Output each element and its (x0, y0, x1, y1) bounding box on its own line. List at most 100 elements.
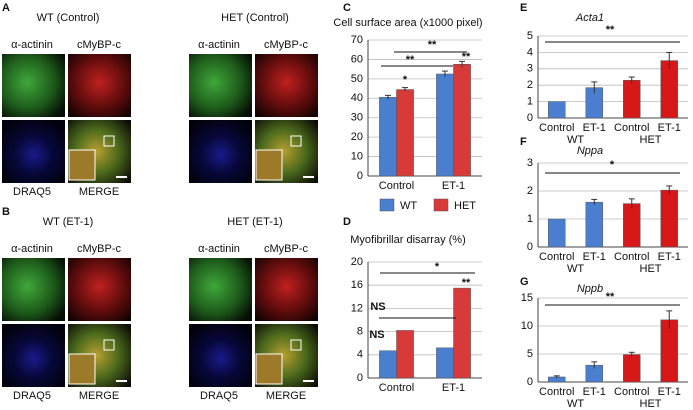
micrograph (68, 54, 131, 117)
bar (548, 218, 566, 248)
micrograph (2, 324, 65, 387)
x-tick-label: Control (379, 180, 414, 192)
y-tick-label: 3 (527, 63, 533, 75)
image-label: DRAQ5 (13, 186, 51, 198)
y-tick-label: 0 (357, 170, 363, 182)
inset-box (290, 135, 302, 147)
x-tick-label: ET-1 (442, 382, 465, 394)
micrograph (189, 258, 252, 321)
y-tick-label: 0 (527, 112, 533, 124)
y-tick-label: 2 (527, 79, 533, 91)
inset (255, 149, 283, 181)
image-group-title: HET (ET-1) (227, 216, 282, 228)
annotation: * (435, 261, 440, 273)
chart-title: Nppa (577, 145, 603, 157)
annotation: ** (428, 39, 437, 51)
y-tick-label: 2 (527, 185, 533, 197)
y-tick-label: 4 (527, 46, 533, 58)
annotation: ** (462, 277, 471, 289)
y-tick-label: 50 (351, 73, 363, 85)
x-tick-label: ET-1 (658, 251, 681, 263)
bar (396, 330, 414, 379)
group-label: HET (640, 398, 662, 410)
annotation: * (610, 159, 615, 171)
image-label: cMyBP-c (77, 243, 122, 255)
micrograph (189, 324, 252, 387)
bar (379, 350, 397, 379)
bar (396, 89, 414, 177)
micrograph (255, 258, 318, 321)
group-label: HET (640, 263, 662, 275)
annotation: * (403, 74, 408, 86)
image-label: DRAQ5 (13, 390, 51, 402)
panel-label: F (520, 136, 527, 148)
x-tick-label: Control (614, 251, 649, 263)
bar (623, 203, 641, 248)
y-tick-label: 20 (351, 256, 363, 268)
y-tick-label: 1 (527, 213, 533, 225)
image-label: DRAQ5 (200, 390, 238, 402)
bar (623, 354, 641, 383)
group-label: WT (567, 134, 584, 146)
bar (585, 201, 603, 248)
group-label: HET (640, 134, 662, 146)
bar (623, 80, 641, 119)
image-group-title: WT (Control) (37, 12, 100, 24)
panel-label: C (343, 2, 351, 14)
y-tick-label: 8 (357, 326, 363, 338)
legend-label: WT (400, 200, 417, 212)
micrograph (2, 54, 65, 117)
panel-label: B (2, 206, 10, 218)
y-tick-label: 10 (521, 320, 533, 332)
bar (660, 319, 678, 383)
inset-box (103, 339, 115, 351)
panel-label: G (520, 276, 529, 288)
y-tick-label: 5 (527, 30, 533, 42)
x-tick-label: Control (614, 386, 649, 398)
y-tick-label: 5 (527, 348, 533, 360)
legend-swatch (433, 198, 449, 212)
y-tick-label: 3 (527, 157, 533, 169)
micrograph (2, 258, 65, 321)
y-tick-label: 20 (351, 131, 363, 143)
annotation: ** (606, 291, 615, 303)
y-tick-label: 70 (351, 34, 363, 46)
chart-title: Acta1 (575, 12, 604, 24)
x-tick-label: ET-1 (583, 251, 606, 263)
annotation: NS (370, 301, 385, 313)
y-tick-label: 16 (351, 279, 363, 291)
annotation: ** (606, 24, 615, 36)
x-tick-label: Control (539, 122, 574, 134)
y-tick-label: 15 (521, 292, 533, 304)
x-tick-label: ET-1 (658, 122, 681, 134)
y-tick-label: 30 (351, 112, 363, 124)
y-tick-label: 0 (527, 376, 533, 388)
x-tick-label: Control (379, 382, 414, 394)
y-tick-label: 0 (357, 372, 363, 384)
x-tick-label: ET-1 (583, 386, 606, 398)
annotation: ** (462, 51, 471, 63)
panel-label: D (343, 216, 351, 228)
image-group-title: HET (Control) (221, 12, 289, 24)
x-tick-label: ET-1 (658, 386, 681, 398)
y-tick-label: 60 (351, 53, 363, 65)
x-tick-label: Control (539, 386, 574, 398)
image-label: MERGE (79, 390, 119, 402)
chart-title: Myofibrillar disarray (%) (350, 234, 466, 246)
micrograph (189, 54, 252, 117)
panel-label: E (520, 2, 527, 14)
bar (436, 73, 454, 177)
inset (255, 353, 283, 385)
x-tick-label: Control (539, 251, 574, 263)
bar (660, 189, 678, 248)
chart-title: Nppb (577, 283, 603, 295)
image-group-title: WT (ET-1) (43, 216, 94, 228)
bar (453, 64, 471, 177)
x-tick-label: ET-1 (442, 180, 465, 192)
micrograph (255, 54, 318, 117)
inset-box (103, 135, 115, 147)
bar (548, 101, 566, 119)
image-label: cMyBP-c (264, 39, 309, 51)
group-label: WT (567, 398, 584, 410)
